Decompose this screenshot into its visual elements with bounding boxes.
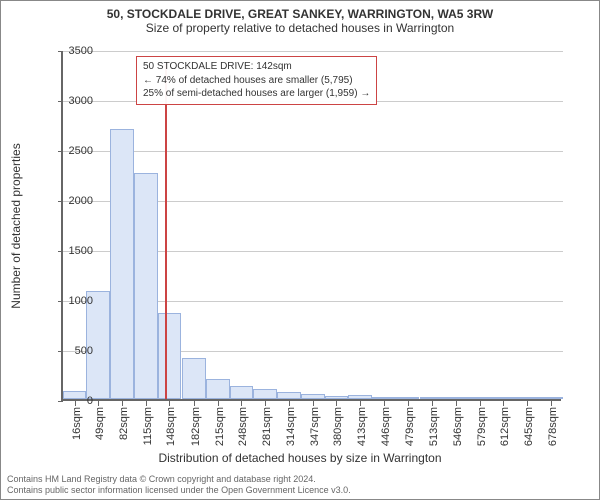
histogram-bar bbox=[348, 395, 372, 399]
xtick-label: 446sqm bbox=[380, 407, 392, 446]
title-line-1: 50, STOCKDALE DRIVE, GREAT SANKEY, WARRI… bbox=[1, 7, 599, 21]
histogram-bar bbox=[301, 394, 325, 399]
histogram-bar bbox=[182, 358, 206, 399]
xtick-mark bbox=[265, 401, 266, 406]
xtick-label: 546sqm bbox=[452, 407, 464, 446]
xtick-label: 248sqm bbox=[237, 407, 249, 446]
xtick-label: 513sqm bbox=[428, 407, 440, 446]
xtick-mark bbox=[241, 401, 242, 406]
plot-area: 16sqm49sqm82sqm115sqm148sqm182sqm215sqm2… bbox=[61, 51, 561, 401]
title-line-2: Size of property relative to detached ho… bbox=[1, 21, 599, 35]
xtick-mark bbox=[169, 401, 170, 406]
xtick-mark bbox=[289, 401, 290, 406]
histogram-bar bbox=[396, 397, 420, 399]
histogram-bar bbox=[539, 397, 563, 399]
ytick-label: 0 bbox=[43, 395, 93, 407]
xtick-label: 82sqm bbox=[118, 407, 130, 440]
xtick-mark bbox=[408, 401, 409, 406]
xtick-label: 579sqm bbox=[476, 407, 488, 446]
xtick-mark bbox=[551, 401, 552, 406]
annotation-line-3: 25% of semi-detached houses are larger (… bbox=[143, 87, 370, 101]
chart-container: 50, STOCKDALE DRIVE, GREAT SANKEY, WARRI… bbox=[0, 0, 600, 500]
histogram-bar bbox=[491, 397, 515, 399]
histogram-bar bbox=[134, 173, 158, 399]
xtick-label: 479sqm bbox=[404, 407, 416, 446]
xtick-mark bbox=[480, 401, 481, 406]
xtick-label: 413sqm bbox=[356, 407, 368, 446]
histogram-bar bbox=[420, 397, 444, 399]
xtick-label: 645sqm bbox=[523, 407, 535, 446]
histogram-bar bbox=[468, 397, 492, 399]
xtick-mark bbox=[122, 401, 123, 406]
ytick-label: 2000 bbox=[43, 195, 93, 207]
title-area: 50, STOCKDALE DRIVE, GREAT SANKEY, WARRI… bbox=[1, 1, 599, 35]
xtick-mark bbox=[98, 401, 99, 406]
histogram-bar bbox=[110, 129, 134, 399]
xtick-label: 148sqm bbox=[165, 407, 177, 446]
footer-line-2: Contains public sector information licen… bbox=[7, 485, 351, 497]
xtick-label: 49sqm bbox=[94, 407, 106, 440]
ytick-label: 1500 bbox=[43, 245, 93, 257]
xtick-label: 16sqm bbox=[71, 407, 83, 440]
xtick-mark bbox=[527, 401, 528, 406]
histogram-bar bbox=[206, 379, 230, 399]
xtick-mark bbox=[384, 401, 385, 406]
xtick-mark bbox=[360, 401, 361, 406]
footer-line-1: Contains HM Land Registry data © Crown c… bbox=[7, 474, 351, 486]
histogram-bar bbox=[325, 396, 349, 399]
reference-line bbox=[165, 64, 167, 399]
xtick-mark bbox=[503, 401, 504, 406]
xtick-label: 182sqm bbox=[190, 407, 202, 446]
y-axis-label: Number of detached properties bbox=[9, 143, 23, 308]
histogram-bar bbox=[277, 392, 301, 399]
ytick-label: 2500 bbox=[43, 145, 93, 157]
xtick-mark bbox=[313, 401, 314, 406]
xtick-mark bbox=[194, 401, 195, 406]
xtick-label: 314sqm bbox=[285, 407, 297, 446]
x-axis-label: Distribution of detached houses by size … bbox=[1, 451, 599, 465]
histogram-bar bbox=[253, 389, 277, 399]
xtick-label: 215sqm bbox=[214, 407, 226, 446]
histogram-bar bbox=[230, 386, 254, 399]
ytick-label: 3500 bbox=[43, 45, 93, 57]
annotation-box: 50 STOCKDALE DRIVE: 142sqm ← 74% of deta… bbox=[136, 56, 377, 105]
xtick-mark bbox=[218, 401, 219, 406]
gridline bbox=[63, 51, 563, 52]
ytick-label: 1000 bbox=[43, 295, 93, 307]
xtick-mark bbox=[456, 401, 457, 406]
xtick-label: 347sqm bbox=[309, 407, 321, 446]
xtick-label: 380sqm bbox=[332, 407, 344, 446]
xtick-mark bbox=[432, 401, 433, 406]
xtick-label: 678sqm bbox=[547, 407, 559, 446]
gridline bbox=[63, 151, 563, 152]
histogram-bar bbox=[372, 397, 396, 399]
xtick-label: 612sqm bbox=[499, 407, 511, 446]
histogram-bar bbox=[444, 397, 468, 399]
annotation-line-1: 50 STOCKDALE DRIVE: 142sqm bbox=[143, 60, 370, 74]
xtick-mark bbox=[336, 401, 337, 406]
footer: Contains HM Land Registry data © Crown c… bbox=[7, 474, 351, 497]
xtick-mark bbox=[146, 401, 147, 406]
xtick-label: 281sqm bbox=[261, 407, 273, 446]
histogram-bar bbox=[158, 313, 182, 399]
ytick-label: 500 bbox=[43, 345, 93, 357]
annotation-line-2: ← 74% of detached houses are smaller (5,… bbox=[143, 74, 370, 88]
ytick-label: 3000 bbox=[43, 95, 93, 107]
xtick-label: 115sqm bbox=[142, 407, 154, 445]
histogram-bar bbox=[515, 397, 539, 399]
